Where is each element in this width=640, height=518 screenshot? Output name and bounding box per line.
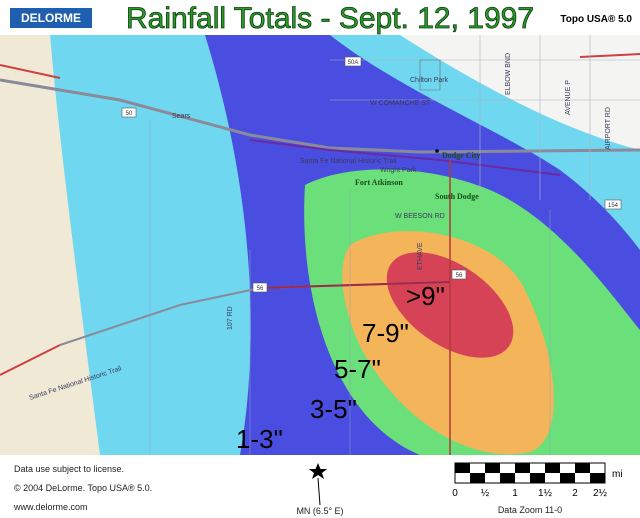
trail-road (249, 139, 561, 176)
shield (344, 56, 362, 67)
zone-label: 7-9" (362, 318, 409, 348)
logo-box (10, 8, 92, 28)
scale-cell (515, 463, 530, 473)
section-lines (149, 120, 551, 455)
logo: DELORME (21, 11, 81, 25)
street-label: Chilton Park (410, 77, 449, 84)
rail (0, 64, 61, 79)
street-label: AVENUE P (565, 80, 572, 115)
shield (252, 282, 268, 293)
shield-label: 56 (456, 273, 463, 279)
street-label: ETHAVE (417, 242, 424, 270)
street-label: ELBOW BND (505, 53, 512, 95)
scale-label: 0 (452, 488, 458, 499)
shield-label: 154 (608, 203, 619, 209)
north-needle (317, 477, 321, 506)
shield-label: 50A (348, 60, 359, 66)
scale-label: 1½ (538, 488, 553, 499)
zone-label: >9" (406, 281, 445, 311)
street-label: Wright Park (380, 167, 417, 174)
north-star (309, 463, 327, 479)
street-label: W COMANCHE ST (370, 100, 431, 107)
place-label: South Dodge (435, 192, 479, 201)
scale-cell (590, 473, 605, 483)
scale-cell (530, 473, 545, 483)
scale-label: 1 (512, 488, 518, 499)
map: 50A 50 56 56 154 W COMANCHE ST Santa Fe … (0, 35, 640, 455)
header-bg (0, 0, 640, 35)
scale-label: 2½ (593, 488, 608, 499)
highway (0, 78, 640, 154)
shields: 50A 50 56 56 154 (121, 56, 622, 293)
place-label: Dodge City (442, 151, 480, 160)
shield-label: 56 (257, 286, 264, 292)
scale-cell (500, 473, 515, 483)
zone-label: 3-5" (310, 394, 357, 424)
shield-label: 50 (126, 111, 133, 117)
license: Data use subject to license. (14, 464, 124, 474)
street-label: Santa Fe National Historic Trail (300, 158, 397, 165)
street-label: AIRPORT RD (605, 107, 612, 150)
scale-unit: mi (612, 469, 623, 480)
zoom-level: Data Zoom 11-0 (498, 505, 562, 515)
product-name: Topo USA® 5.0 (560, 14, 632, 25)
street-label: 107 RD (227, 306, 234, 330)
zone-label: 5-7" (334, 354, 381, 384)
roads (0, 35, 640, 455)
scale-cell (485, 463, 500, 473)
shield (121, 107, 137, 118)
scale-cell (470, 473, 485, 483)
scale-cell (575, 463, 590, 473)
website: www.delorme.com (13, 502, 88, 512)
scale-label: 2 (572, 488, 578, 499)
scale-cell (560, 473, 575, 483)
rail (0, 344, 61, 376)
zone-label: 1-3" (236, 424, 283, 454)
urban-land (400, 35, 640, 150)
grid-streets (330, 35, 640, 200)
street-label: Sears (172, 113, 191, 120)
scale-label: ½ (481, 488, 490, 499)
scale-cell (545, 463, 560, 473)
park (419, 59, 441, 91)
shield (604, 199, 622, 210)
road (259, 281, 451, 289)
scale-bar: 0 ½ 1 1½ 2 2½ mi (452, 462, 623, 499)
map-title: Rainfall Totals - Sept. 12, 1997 (126, 2, 534, 35)
north-label: MN (6.5° E) (296, 506, 343, 516)
city-dot (435, 149, 439, 153)
scale-cell (455, 463, 470, 473)
copyright: © 2004 DeLorme. Topo USA® 5.0. (14, 483, 152, 493)
place-label: Fort Atkinson (355, 178, 403, 187)
street-label: W BEESON RD (395, 213, 445, 220)
shield (451, 269, 467, 280)
